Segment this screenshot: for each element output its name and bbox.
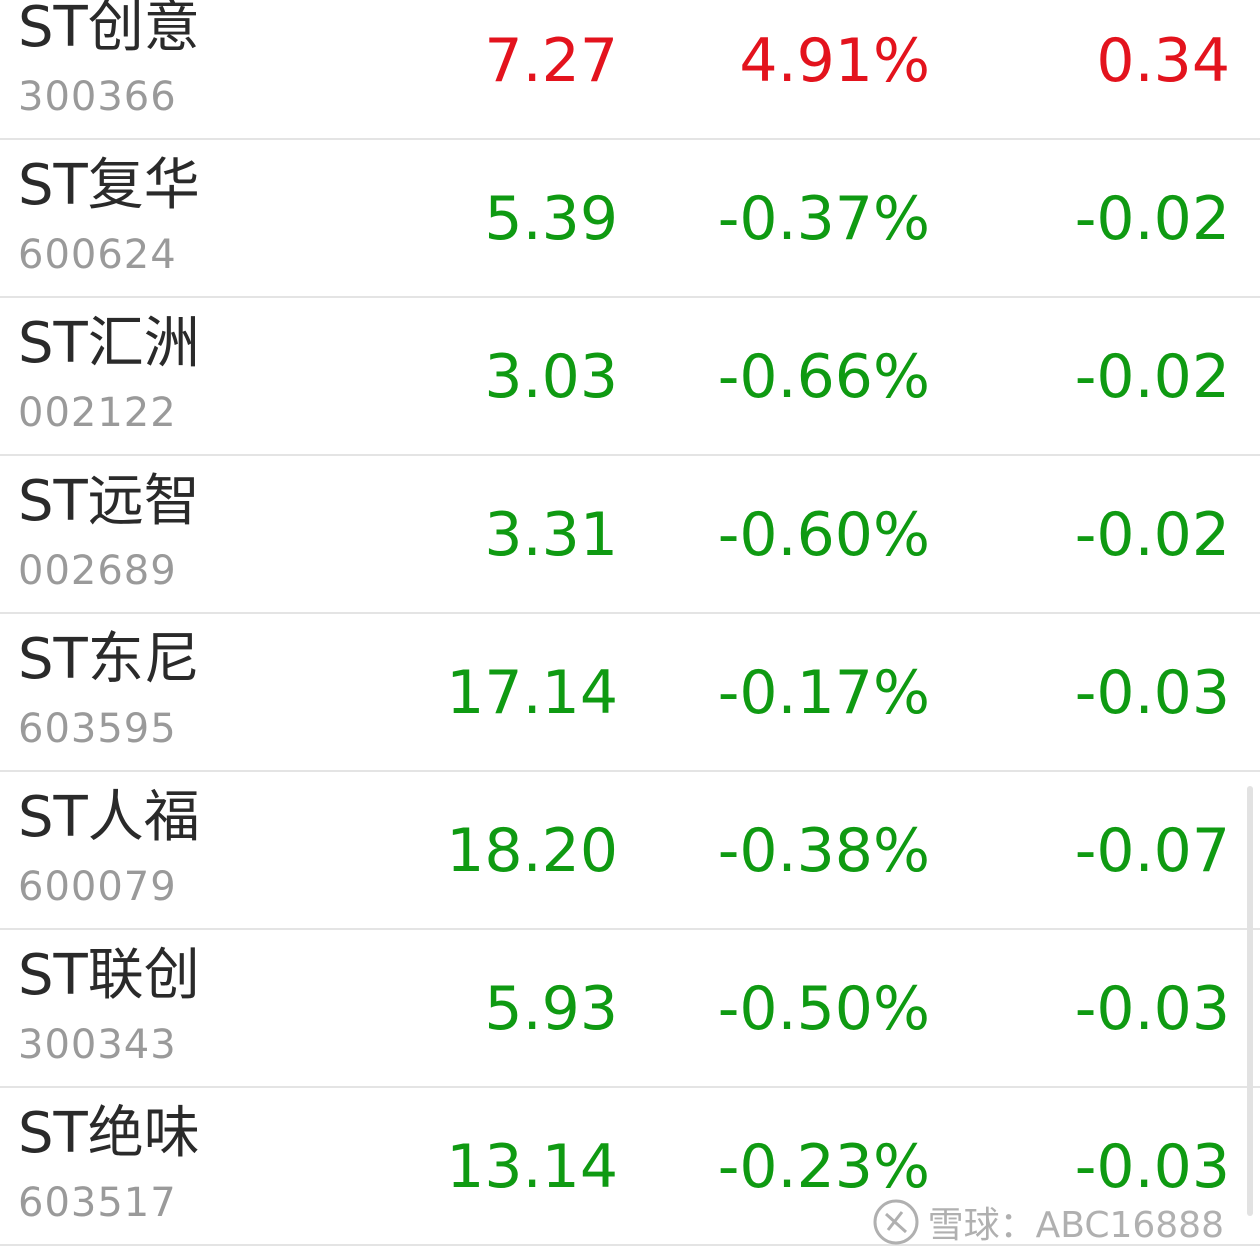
change: -0.02	[1074, 342, 1230, 412]
change: -0.03	[1074, 658, 1230, 728]
stock-code: 600624	[18, 232, 177, 278]
price: 3.03	[484, 342, 618, 412]
change-pct: -0.66%	[717, 342, 930, 412]
change-pct: -0.38%	[717, 816, 930, 886]
stock-row[interactable]: ST复华 600624 5.39 -0.37% -0.02	[0, 140, 1260, 298]
change: 0.34	[1096, 26, 1230, 96]
scrollbar	[1247, 786, 1253, 1216]
change-pct: -0.23%	[717, 1132, 930, 1202]
stock-code: 603595	[18, 706, 177, 752]
watermark-text: 雪球：ABC16888	[927, 1205, 1224, 1246]
stock-name: ST远智	[18, 469, 200, 534]
price: 5.93	[484, 974, 618, 1044]
price: 7.27	[484, 26, 618, 96]
stock-row[interactable]: ST联创 300343 5.93 -0.50% -0.03	[0, 930, 1260, 1088]
stock-row[interactable]: ST绝味 603517 13.14 -0.23% -0.03	[0, 1088, 1260, 1246]
change: -0.02	[1074, 500, 1230, 570]
change-pct: 4.91%	[739, 26, 930, 96]
price: 5.39	[484, 184, 618, 254]
stock-code: 002689	[18, 548, 177, 594]
stock-row[interactable]: ST东尼 603595 17.14 -0.17% -0.03	[0, 614, 1260, 772]
price: 3.31	[484, 500, 618, 570]
stock-row[interactable]: ST汇洲 002122 3.03 -0.66% -0.02	[0, 298, 1260, 456]
change: -0.02	[1074, 184, 1230, 254]
change: -0.03	[1074, 974, 1230, 1044]
stock-row[interactable]: ST人福 600079 18.20 -0.38% -0.07	[0, 772, 1260, 930]
change-pct: -0.17%	[717, 658, 930, 728]
stock-name: ST东尼	[18, 627, 200, 692]
stock-code: 002122	[18, 390, 177, 436]
stock-name: ST创意	[18, 0, 200, 60]
stock-code: 300366	[18, 74, 177, 120]
watermark: 雪球：ABC16888	[872, 1196, 1224, 1248]
price: 13.14	[446, 1132, 618, 1202]
stock-row[interactable]: ST创意 300366 7.27 4.91% 0.34	[0, 0, 1260, 140]
change-pct: -0.50%	[717, 974, 930, 1044]
price: 17.14	[446, 658, 618, 728]
price: 18.20	[446, 816, 618, 886]
stock-name: ST汇洲	[18, 311, 200, 376]
change: -0.07	[1074, 816, 1230, 886]
stock-code: 300343	[18, 1022, 177, 1068]
stock-row[interactable]: ST远智 002689 3.31 -0.60% -0.02	[0, 456, 1260, 614]
change: -0.03	[1074, 1132, 1230, 1202]
stock-code: 603517	[18, 1180, 177, 1226]
stock-name: ST复华	[18, 153, 200, 218]
change-pct: -0.60%	[717, 500, 930, 570]
stock-name: ST联创	[18, 943, 200, 1008]
stock-code: 600079	[18, 864, 177, 910]
stock-name: ST绝味	[18, 1101, 200, 1166]
change-pct: -0.37%	[717, 184, 930, 254]
watermark-icon	[873, 1199, 919, 1245]
stock-name: ST人福	[18, 785, 200, 850]
